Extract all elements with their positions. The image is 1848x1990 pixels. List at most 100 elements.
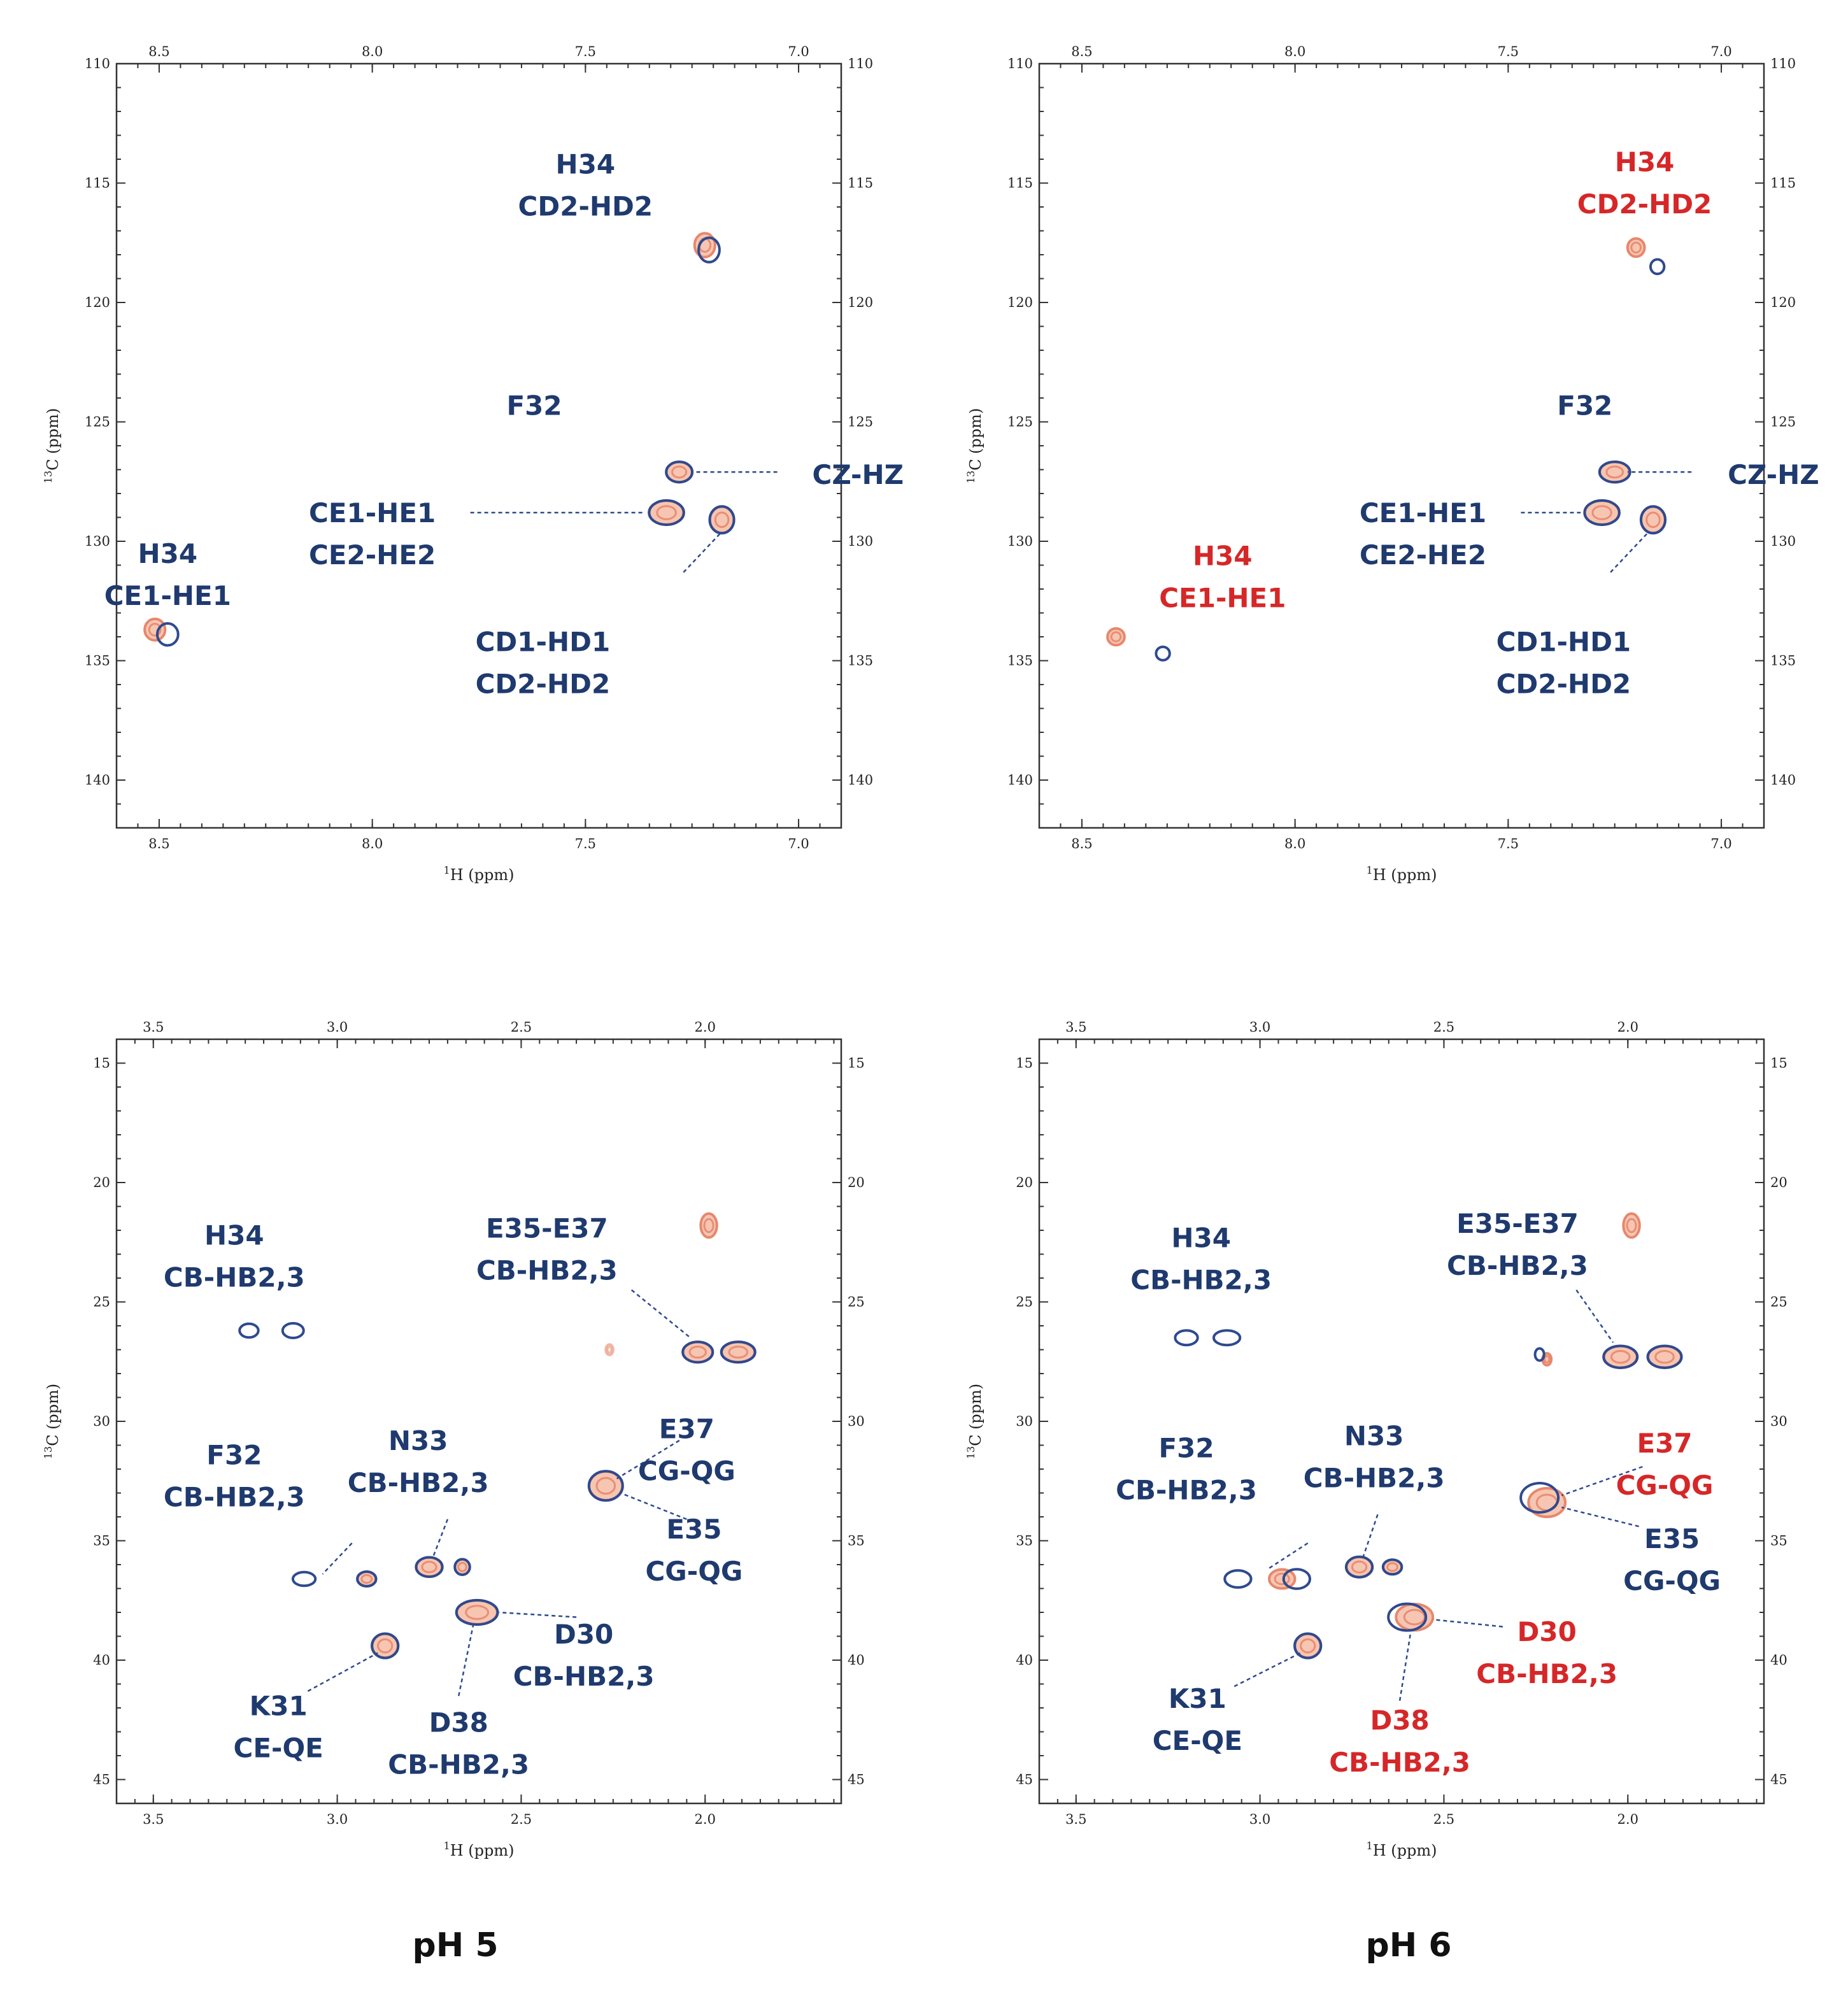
peak-assignment-line: CB-HB2,3 — [1304, 1463, 1445, 1494]
x-tick-label-bottom: 8.5 — [1071, 836, 1092, 851]
peak-assignment-label: F32 CB-HB2,3 — [164, 1440, 305, 1513]
peak-assignment-label: F32 — [1557, 390, 1612, 421]
peak-assignment-line: CE1-HE1 — [1360, 497, 1486, 529]
peak-assignment-line: CE-QE — [1153, 1725, 1242, 1756]
peak-assignment-line: N33 — [1344, 1421, 1404, 1452]
y-tick-label-right: 25 — [848, 1295, 865, 1310]
y-tick-label-left: 125 — [85, 415, 110, 430]
plot-frame — [115, 1038, 842, 1805]
peak-assignment-line: CB-HB2,3 — [348, 1467, 489, 1498]
x-tick-label-bottom: 7.0 — [788, 836, 809, 851]
x-tick-label-bottom: 8.0 — [362, 836, 383, 851]
sample-peak — [1223, 1569, 1253, 1589]
peak-assignment-line: D30 — [554, 1619, 613, 1650]
annotation-leader-line — [1362, 1514, 1379, 1558]
annotation-leader-line — [1398, 1631, 1412, 1701]
reference-peak-inner-contour — [1610, 1349, 1631, 1364]
peak-assignment-line: N33 — [388, 1425, 448, 1456]
y-tick-label-left: 120 — [85, 295, 110, 310]
peak-assignment-line: F32 — [1557, 390, 1612, 421]
x-tick-label-top: 3.0 — [1249, 1020, 1270, 1035]
y-tick-label-right: 40 — [1770, 1652, 1788, 1668]
annotation-leader-line — [630, 1289, 691, 1339]
reference-peak-inner-contour — [656, 505, 677, 520]
nmr-peak — [699, 1212, 718, 1239]
peak-assignment-line: CE-QE — [234, 1732, 323, 1763]
nmr-peak — [1381, 1558, 1404, 1576]
y-tick-label-right: 30 — [848, 1414, 865, 1429]
peak-assignment-label: H34 CD2-HD2 — [1577, 146, 1712, 220]
peak-assignment-line: CB-HB2,3 — [1116, 1474, 1257, 1505]
peak-assignment-line: H34 — [1193, 541, 1253, 572]
peak-assignment-label: H34 CB-HB2,3 — [1130, 1222, 1272, 1295]
y-axis-label-superscript: 13 — [965, 471, 977, 483]
reference-peak-inner-contour — [688, 1346, 707, 1359]
x-axis-label-superscript: 1 — [1367, 1840, 1373, 1852]
peak-assignment-line: H34 — [1171, 1222, 1231, 1253]
sample-peak — [1583, 499, 1621, 527]
ph5-label: pH 5 — [412, 1926, 498, 1965]
y-axis-label-superscript: 13 — [42, 1446, 54, 1459]
x-tick-label-top: 7.0 — [1710, 44, 1731, 59]
peak-assignment-line: E35-E37 — [1456, 1208, 1579, 1239]
reference-peak-inner-contour — [1300, 1638, 1316, 1654]
x-tick-label-top: 8.5 — [148, 44, 169, 59]
peak-assignment-line: CB-HB2,3 — [1476, 1658, 1617, 1689]
nmr-peak — [1533, 1347, 1553, 1367]
x-tick-label-bottom: 3.0 — [1249, 1812, 1270, 1827]
plot-frame — [115, 62, 842, 829]
y-tick-label-right: 125 — [848, 415, 873, 430]
y-tick-label-left: 45 — [1016, 1772, 1033, 1787]
reference-peak — [693, 232, 716, 259]
sample-peak — [1602, 1344, 1639, 1369]
ph6-label: pH 6 — [1365, 1926, 1451, 1965]
peak-assignment-label: CE1-HE1 CE2-HE2 — [309, 497, 436, 571]
reference-peak-inner-contour — [1403, 1609, 1426, 1626]
x-tick-label-top: 7.5 — [1498, 44, 1519, 59]
peak-assignment-line: H34 — [1615, 146, 1675, 178]
x-tick-label-top: 2.0 — [1617, 1020, 1638, 1035]
y-tick-label-right: 20 — [1770, 1175, 1788, 1190]
sample-peak — [453, 1558, 471, 1576]
peak-assignment-line: CB-HB2,3 — [164, 1262, 305, 1293]
reference-peak-inner-contour — [703, 1218, 714, 1233]
peak-assignment-label: D38 CB-HB2,3 — [1329, 1705, 1470, 1778]
annotation-leader-line — [1432, 1619, 1503, 1628]
y-tick-label-right: 130 — [1770, 534, 1796, 549]
sample-peak — [1533, 1347, 1546, 1362]
nmr-peak — [1268, 1568, 1311, 1590]
reference-peak — [1622, 1212, 1641, 1239]
sample-peak — [1293, 1632, 1323, 1660]
x-tick-label-top: 8.0 — [362, 44, 383, 59]
sample-peak — [1649, 258, 1666, 276]
reference-peak — [1268, 1568, 1297, 1590]
sample-peak — [356, 1570, 378, 1588]
x-tick-label-top: 2.0 — [695, 1020, 716, 1035]
reference-peak-inner-contour — [1630, 241, 1642, 254]
sample-peak — [415, 1556, 444, 1579]
x-tick-label-top: 3.5 — [1065, 1020, 1086, 1035]
peak-assignment-line: CE1-HE1 — [309, 497, 436, 529]
peak-assignment-line: CB-HB2,3 — [1329, 1747, 1470, 1778]
y-tick-label-right: 135 — [1770, 653, 1796, 669]
peak-assignment-line: E37 — [1637, 1428, 1692, 1459]
nmr-peak — [415, 1556, 444, 1579]
peak-assignment-line: H34 — [556, 149, 616, 180]
nmr-peak — [665, 460, 694, 484]
reference-peak-inner-contour — [1645, 511, 1661, 529]
y-tick-label-right: 120 — [1770, 295, 1796, 310]
reference-peak — [143, 617, 167, 642]
reference-peak-inner-contour — [465, 1605, 490, 1620]
peak-assignment-label: CZ-HZ — [1728, 459, 1819, 490]
nmr-peak — [291, 1570, 317, 1588]
reference-peak-inner-contour — [1386, 1562, 1399, 1572]
annotation-leader-line — [307, 1652, 378, 1692]
peak-assignment-line: D30 — [1517, 1616, 1577, 1647]
nmr-peak — [693, 232, 721, 264]
peak-assignment-line: E35-E37 — [486, 1212, 608, 1244]
reference-peak-inner-contour — [457, 1561, 467, 1572]
x-tick-label-bottom: 8.5 — [148, 836, 169, 851]
annotation-leader-line — [1610, 531, 1650, 573]
